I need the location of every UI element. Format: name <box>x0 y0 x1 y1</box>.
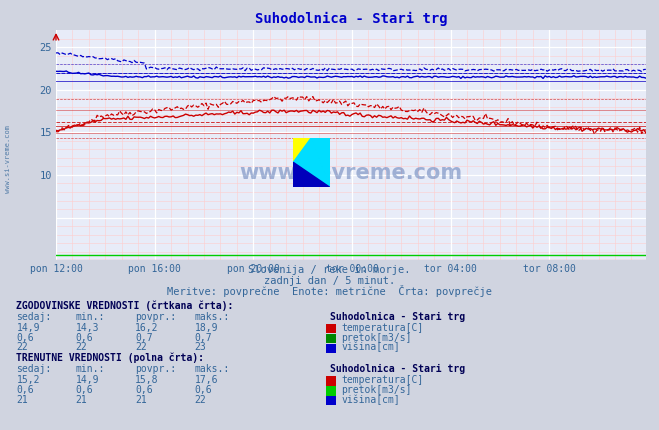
Text: 17,6: 17,6 <box>194 375 218 385</box>
Text: 14,3: 14,3 <box>76 322 100 333</box>
Text: min.:: min.: <box>76 312 105 322</box>
Polygon shape <box>293 163 330 187</box>
Text: 14,9: 14,9 <box>76 375 100 385</box>
Text: 0,6: 0,6 <box>16 385 34 395</box>
Text: www.si-vreme.com: www.si-vreme.com <box>239 163 463 183</box>
Text: 0,6: 0,6 <box>76 332 94 343</box>
Text: 22: 22 <box>16 342 28 353</box>
Text: Suhodolnica - Stari trg: Suhodolnica - Stari trg <box>330 364 465 375</box>
Text: temperatura[C]: temperatura[C] <box>341 375 424 385</box>
Text: 22: 22 <box>135 342 147 353</box>
Text: 18,9: 18,9 <box>194 322 218 333</box>
Title: Suhodolnica - Stari trg: Suhodolnica - Stari trg <box>254 12 447 26</box>
Polygon shape <box>293 138 330 187</box>
Text: maks.:: maks.: <box>194 312 229 322</box>
Text: Meritve: povprečne  Enote: metrične  Črta: povprečje: Meritve: povprečne Enote: metrične Črta:… <box>167 285 492 297</box>
Text: višina[cm]: višina[cm] <box>341 342 400 353</box>
Text: sedaj:: sedaj: <box>16 364 51 375</box>
Text: 22: 22 <box>194 395 206 405</box>
Text: 21: 21 <box>135 395 147 405</box>
Text: 22: 22 <box>76 342 88 353</box>
Polygon shape <box>293 138 312 163</box>
Text: 0,7: 0,7 <box>135 332 153 343</box>
Text: povpr.:: povpr.: <box>135 312 176 322</box>
Text: temperatura[C]: temperatura[C] <box>341 322 424 333</box>
Text: 0,6: 0,6 <box>135 385 153 395</box>
Text: 14,9: 14,9 <box>16 322 40 333</box>
Text: TRENUTNE VREDNOSTI (polna črta):: TRENUTNE VREDNOSTI (polna črta): <box>16 353 204 363</box>
Text: 15,8: 15,8 <box>135 375 159 385</box>
Text: pretok[m3/s]: pretok[m3/s] <box>341 385 412 395</box>
Text: 0,6: 0,6 <box>194 385 212 395</box>
Text: maks.:: maks.: <box>194 364 229 375</box>
Text: 0,7: 0,7 <box>194 332 212 343</box>
Text: Slovenija / reke in morje.: Slovenija / reke in morje. <box>248 265 411 275</box>
Text: 15,2: 15,2 <box>16 375 40 385</box>
Text: 0,6: 0,6 <box>76 385 94 395</box>
Text: www.si-vreme.com: www.si-vreme.com <box>5 125 11 193</box>
Text: 0,6: 0,6 <box>16 332 34 343</box>
Text: 21: 21 <box>76 395 88 405</box>
Polygon shape <box>312 138 330 187</box>
Polygon shape <box>293 138 330 187</box>
Text: 21: 21 <box>16 395 28 405</box>
Text: 23: 23 <box>194 342 206 353</box>
Text: pretok[m3/s]: pretok[m3/s] <box>341 332 412 343</box>
Text: Suhodolnica - Stari trg: Suhodolnica - Stari trg <box>330 312 465 322</box>
Text: sedaj:: sedaj: <box>16 312 51 322</box>
Text: 16,2: 16,2 <box>135 322 159 333</box>
Text: povpr.:: povpr.: <box>135 364 176 375</box>
Text: zadnji dan / 5 minut.: zadnji dan / 5 minut. <box>264 276 395 286</box>
Text: ZGODOVINSKE VREDNOSTI (črtkana črta):: ZGODOVINSKE VREDNOSTI (črtkana črta): <box>16 300 234 311</box>
Text: min.:: min.: <box>76 364 105 375</box>
Text: višina[cm]: višina[cm] <box>341 394 400 405</box>
